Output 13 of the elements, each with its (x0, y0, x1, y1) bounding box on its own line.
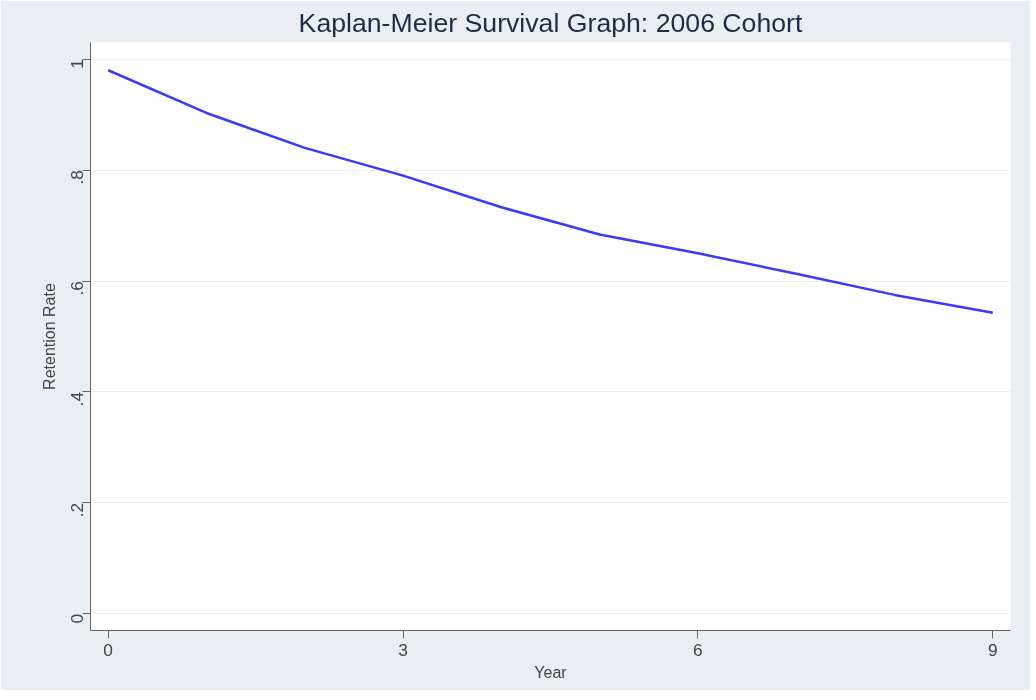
y-tick-label: .2 (67, 502, 88, 518)
x-tick-label: 3 (398, 639, 408, 660)
y-tick-label: 1 (67, 59, 88, 69)
y-tick-label: .6 (67, 281, 88, 296)
y-tick-label: .4 (67, 391, 88, 407)
x-tick-label: 9 (987, 639, 998, 660)
y-axis-title: Retention Rate (40, 283, 58, 390)
y-tick-label: .8 (67, 170, 88, 185)
y-tick-label: 0 (67, 613, 88, 624)
x-tick-label: 6 (693, 639, 703, 660)
x-axis-title: Year (534, 663, 568, 681)
x-tick-label: 0 (103, 639, 114, 660)
chart-title: Kaplan-Meier Survival Graph: 2006 Cohort (298, 7, 803, 38)
